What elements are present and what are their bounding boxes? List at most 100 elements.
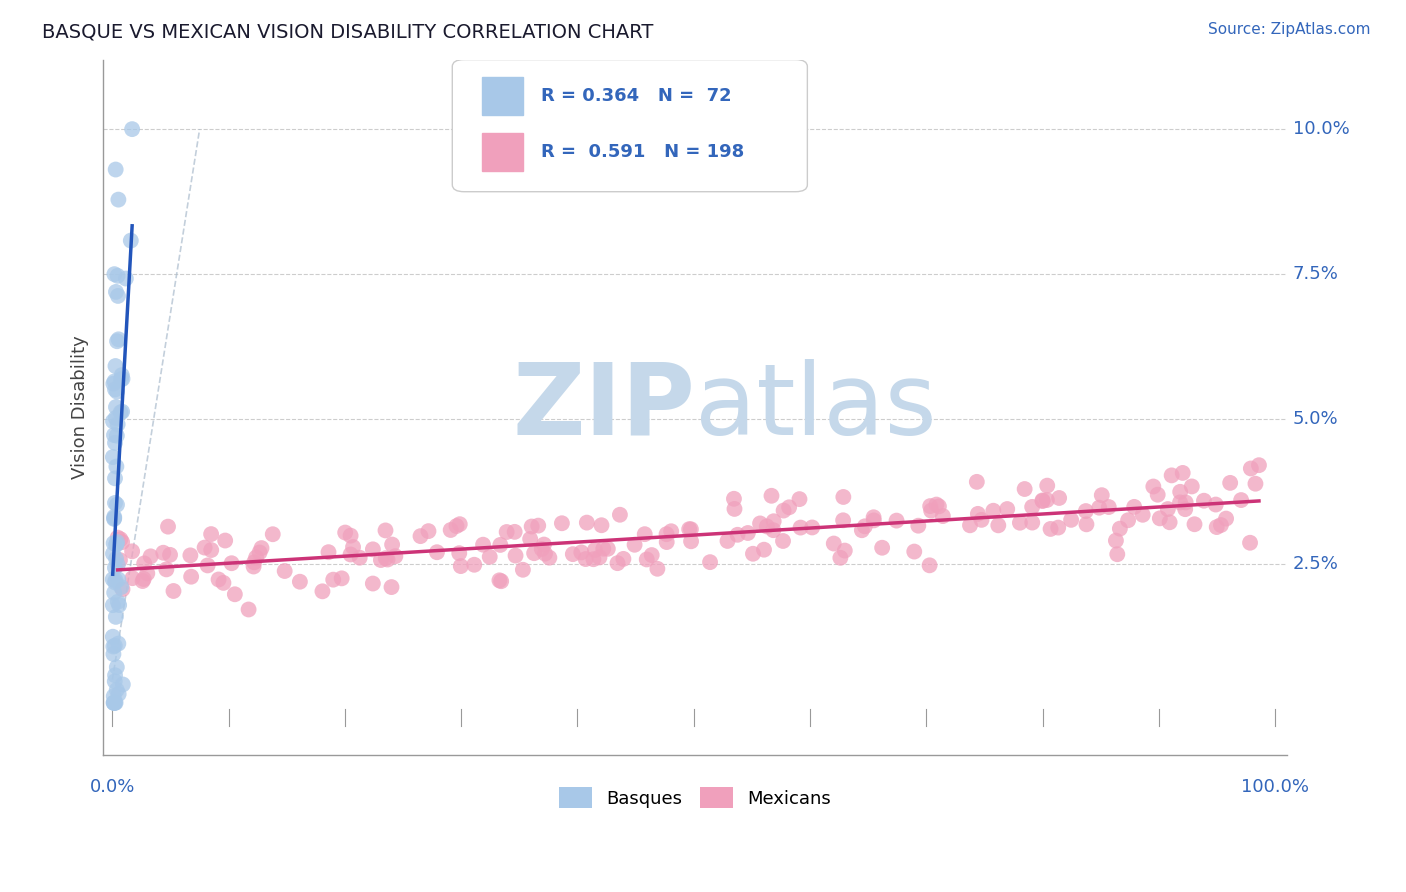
Point: [1247, 458, 1270, 473]
Point: [132, 572, 155, 586]
Point: [249, 545, 271, 559]
Point: [723, 502, 745, 516]
Point: [761, 489, 783, 503]
Point: [273, 564, 295, 578]
Point: [591, 518, 613, 533]
Point: [530, 541, 553, 556]
Point: [987, 518, 1010, 533]
Point: [101, 547, 124, 561]
Point: [772, 503, 794, 517]
Point: [870, 541, 893, 555]
Point: [966, 475, 988, 489]
Point: [159, 548, 181, 562]
Point: [742, 547, 765, 561]
Point: [1108, 522, 1130, 536]
Text: Source: ZipAtlas.com: Source: ZipAtlas.com: [1208, 22, 1371, 37]
Point: [655, 527, 678, 541]
Point: [1039, 522, 1062, 536]
Point: [104, 696, 127, 710]
Point: [920, 499, 942, 513]
Point: [505, 549, 527, 563]
Point: [623, 538, 645, 552]
Point: [330, 571, 353, 585]
Point: [778, 500, 800, 515]
Point: [339, 528, 361, 542]
Point: [606, 556, 628, 570]
Point: [488, 574, 510, 588]
Point: [103, 511, 125, 525]
Point: [104, 383, 127, 397]
Point: [200, 543, 222, 558]
Point: [103, 696, 125, 710]
Point: [157, 519, 180, 533]
Text: atlas: atlas: [695, 359, 936, 456]
Point: [103, 376, 125, 391]
Point: [1160, 468, 1182, 483]
Point: [111, 582, 134, 597]
Point: [920, 503, 942, 517]
Point: [111, 535, 134, 549]
Point: [111, 404, 134, 418]
Point: [716, 533, 738, 548]
Point: [749, 516, 772, 531]
Point: [1116, 513, 1139, 527]
Point: [121, 544, 143, 558]
Point: [180, 570, 202, 584]
Bar: [482, 77, 523, 115]
Point: [107, 193, 129, 207]
Point: [104, 435, 127, 450]
Point: [772, 533, 794, 548]
Point: [1244, 476, 1267, 491]
Point: [851, 523, 873, 537]
Point: [243, 555, 266, 569]
Point: [105, 498, 128, 512]
Point: [1192, 493, 1215, 508]
Point: [1098, 500, 1121, 514]
Point: [918, 558, 941, 573]
Text: 2.5%: 2.5%: [1292, 555, 1339, 573]
Point: [1209, 518, 1232, 533]
Point: [575, 552, 598, 566]
Point: [853, 519, 876, 533]
Point: [967, 507, 990, 521]
Point: [104, 639, 127, 653]
Point: [503, 524, 526, 539]
Legend: Basques, Mexicans: Basques, Mexicans: [551, 780, 838, 815]
Point: [903, 544, 925, 558]
Point: [384, 549, 406, 564]
Point: [111, 677, 134, 691]
Point: [103, 696, 125, 710]
Point: [925, 498, 948, 512]
Point: [641, 548, 664, 562]
Point: [1239, 535, 1261, 549]
Point: [105, 660, 128, 674]
Point: [1149, 511, 1171, 525]
Point: [1014, 482, 1036, 496]
Point: [1205, 520, 1227, 534]
Text: 0.0%: 0.0%: [90, 778, 135, 796]
Point: [104, 496, 127, 510]
Point: [932, 509, 955, 524]
Point: [512, 563, 534, 577]
Point: [131, 574, 153, 588]
Point: [361, 542, 384, 557]
Point: [242, 559, 264, 574]
Point: [426, 545, 449, 559]
Point: [830, 550, 852, 565]
Point: [1021, 516, 1043, 530]
Point: [1074, 504, 1097, 518]
Point: [1142, 479, 1164, 493]
Point: [107, 558, 129, 572]
Point: [134, 557, 156, 571]
Point: [103, 512, 125, 526]
Point: [1174, 495, 1197, 509]
Point: [311, 584, 333, 599]
Point: [139, 549, 162, 564]
Point: [647, 562, 669, 576]
Point: [108, 553, 131, 567]
Point: [339, 548, 361, 562]
Point: [105, 459, 128, 474]
Point: [103, 536, 125, 550]
Point: [105, 334, 128, 349]
Point: [103, 585, 125, 599]
